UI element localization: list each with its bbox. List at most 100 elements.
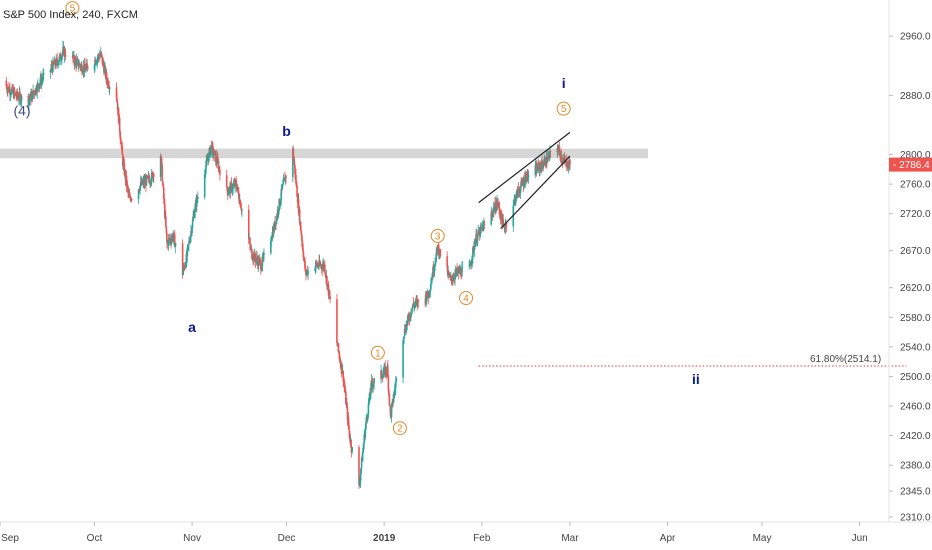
- candle: [285, 174, 287, 184]
- candle: [360, 467, 362, 481]
- candle: [175, 242, 177, 247]
- candle: [262, 251, 265, 262]
- candle: [296, 182, 298, 197]
- candles-layer: [5, 40, 571, 490]
- candle: [212, 142, 214, 162]
- candle: [411, 308, 413, 315]
- candle: [187, 244, 190, 252]
- candle: [19, 92, 22, 105]
- y-tick-label: 2460.0: [900, 402, 931, 413]
- x-tick-label: Mar: [561, 533, 579, 544]
- candle: [476, 240, 478, 247]
- candle: [20, 93, 23, 108]
- candle: [368, 401, 370, 407]
- candle: [261, 266, 263, 273]
- candle: [165, 210, 167, 228]
- candle: [100, 51, 103, 58]
- wedge-line-2[interactable]: [500, 155, 571, 229]
- x-tick-label: Dec: [278, 533, 296, 544]
- candle: [497, 197, 499, 208]
- candle: [383, 363, 385, 378]
- candle: [546, 149, 548, 169]
- candle: [86, 58, 88, 66]
- candle: [50, 63, 52, 73]
- candle: [77, 58, 79, 69]
- candle: [122, 152, 124, 170]
- candle: [302, 241, 304, 253]
- candle: [232, 183, 234, 195]
- candle: [367, 397, 370, 419]
- candle: [453, 272, 455, 283]
- wave-label: ii: [692, 371, 700, 387]
- candle: [413, 300, 416, 311]
- candle: [173, 229, 176, 248]
- candle: [236, 188, 239, 192]
- price-axis[interactable]: 2960.0 2880.0 2800.0 2760.0 2720.0 2670.0 2620…: [889, 32, 932, 524]
- wave-label: (4): [13, 102, 30, 118]
- candle: [36, 81, 39, 99]
- candle: [560, 149, 563, 164]
- svg-text:4: 4: [463, 294, 469, 305]
- candle: [219, 166, 221, 181]
- candle: [240, 204, 242, 209]
- candle: [294, 164, 296, 180]
- candle: [108, 85, 111, 96]
- candle: [456, 263, 458, 276]
- wave-count-circle: 3: [430, 228, 445, 243]
- candle: [125, 170, 128, 192]
- chart-title: S&P 500 Index, 240, FXCM: [3, 9, 138, 21]
- wedge-line-1[interactable]: [478, 131, 571, 204]
- candle: [75, 53, 78, 69]
- candle: [61, 53, 63, 65]
- candle: [17, 91, 20, 101]
- candle: [150, 169, 153, 186]
- candle: [205, 154, 208, 174]
- candle: [430, 277, 432, 292]
- x-tick-label: Sep: [1, 533, 19, 544]
- candle: [414, 303, 416, 309]
- candle: [64, 48, 67, 61]
- candle: [232, 179, 235, 186]
- candle: [336, 293, 338, 347]
- y-tick-label: 2540.0: [900, 342, 931, 353]
- svg-text:- 2786.4: - 2786.4: [893, 160, 930, 171]
- candle: [520, 177, 522, 189]
- candle: [188, 236, 190, 251]
- candle: [504, 219, 507, 235]
- candle: [534, 161, 537, 178]
- y-tick-label: 2670.0: [900, 246, 931, 257]
- candle: [189, 234, 192, 244]
- candle: [302, 247, 305, 262]
- y-tick-label: 2380.0: [900, 461, 931, 472]
- time-axis[interactable]: Sep Oct Nov Dec 2019 Feb Mar Apr May Jun: [0, 522, 868, 544]
- y-tick-label: 2760.0: [900, 180, 931, 191]
- candle: [263, 248, 265, 262]
- wave-count-circle: 2: [392, 421, 407, 436]
- candle: [346, 402, 349, 426]
- candle: [190, 224, 192, 243]
- candle: [483, 220, 486, 230]
- candle: [365, 414, 368, 430]
- candle: [525, 171, 528, 185]
- wave-count-circle: 1: [370, 345, 385, 360]
- candle: [278, 198, 281, 206]
- candle: [391, 401, 393, 411]
- candle: [380, 369, 383, 380]
- candle: [517, 182, 520, 196]
- candle: [327, 280, 330, 300]
- candle: [542, 161, 544, 172]
- candle: [49, 69, 52, 79]
- candle: [351, 446, 353, 454]
- candle: [405, 320, 408, 335]
- wave-label: i: [562, 75, 566, 91]
- x-tick-label: Oct: [87, 533, 103, 544]
- candle: [439, 248, 442, 259]
- candle: [527, 170, 530, 184]
- candle: [40, 73, 43, 90]
- candle: [29, 98, 31, 106]
- candle: [228, 185, 231, 198]
- candle: [495, 197, 498, 213]
- candle: [18, 86, 21, 105]
- candle: [446, 263, 449, 278]
